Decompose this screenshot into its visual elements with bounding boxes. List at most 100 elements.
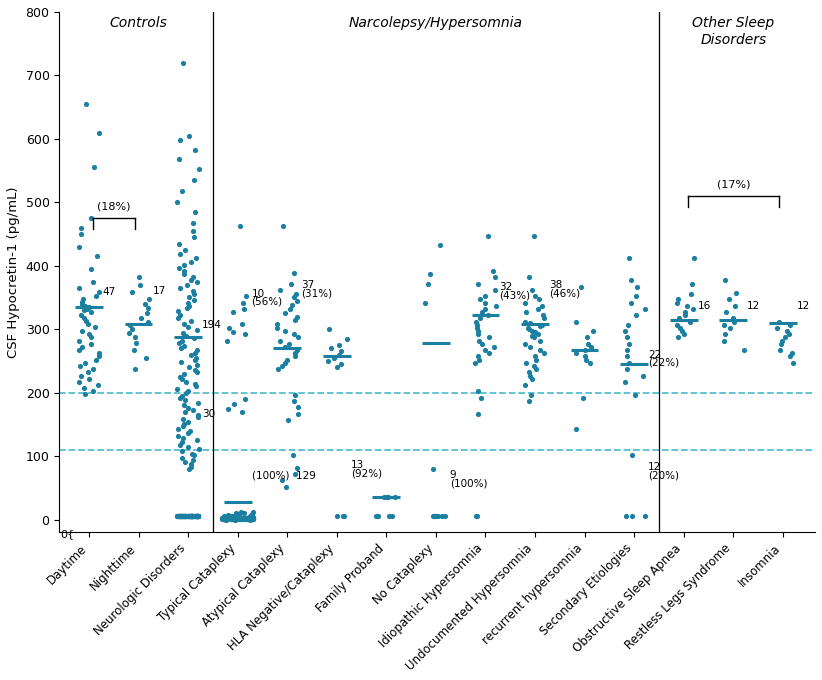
Point (529, 351, 542, 362)
Point (780, 326, 793, 337)
Point (584, 341, 598, 352)
Point (178, 319, 191, 330)
Point (226, 307, 239, 318)
Point (180, 377, 193, 388)
Point (321, 356, 335, 367)
Point (289, 469, 302, 479)
Point (128, 332, 141, 343)
Point (172, 511, 185, 522)
Point (178, 511, 192, 522)
Point (472, 354, 485, 365)
Point (192, 397, 205, 408)
Point (238, 394, 252, 405)
Point (187, 450, 201, 461)
Point (178, 400, 191, 411)
Point (176, 445, 189, 456)
Point (173, 511, 186, 522)
Point (336, 511, 349, 522)
Point (86, 364, 99, 375)
Point (182, 362, 196, 373)
Text: (43%): (43%) (499, 290, 530, 301)
Point (239, 513, 252, 524)
Point (621, 351, 634, 362)
Point (523, 367, 536, 378)
Point (190, 511, 203, 522)
Point (226, 511, 239, 522)
Point (188, 206, 201, 217)
Text: 47: 47 (103, 288, 116, 297)
Point (569, 348, 582, 359)
Point (75, 222, 88, 233)
Point (171, 511, 184, 522)
Point (289, 315, 302, 326)
Point (171, 312, 184, 323)
Point (188, 511, 201, 522)
Point (187, 511, 200, 522)
Point (246, 513, 259, 524)
Point (76, 326, 89, 337)
Point (473, 294, 487, 305)
Point (190, 352, 203, 363)
Point (528, 231, 541, 241)
Point (182, 428, 195, 439)
Point (727, 313, 740, 324)
Point (184, 462, 197, 473)
Point (531, 303, 544, 314)
Point (216, 513, 229, 524)
Point (570, 424, 583, 435)
Point (173, 439, 187, 450)
Point (178, 511, 191, 522)
Point (141, 316, 155, 327)
Point (89, 354, 102, 365)
Point (178, 511, 192, 522)
Point (229, 513, 242, 524)
Point (242, 513, 255, 524)
Point (533, 294, 546, 305)
Point (519, 297, 532, 308)
Point (533, 335, 547, 346)
Point (184, 425, 197, 436)
Point (89, 322, 102, 333)
Point (241, 514, 254, 525)
Point (184, 274, 197, 285)
Point (434, 240, 447, 251)
Point (238, 513, 251, 524)
Point (179, 330, 192, 341)
Point (381, 492, 395, 503)
Point (235, 513, 248, 524)
Point (526, 373, 539, 384)
Point (487, 265, 500, 276)
Point (182, 403, 195, 413)
Point (171, 511, 184, 522)
Point (176, 511, 189, 522)
Point (276, 221, 289, 232)
Point (783, 320, 797, 330)
Point (487, 341, 501, 352)
Point (74, 360, 87, 371)
Point (177, 511, 190, 522)
Point (180, 303, 193, 313)
Point (472, 351, 485, 362)
Point (483, 348, 496, 359)
Point (132, 272, 145, 283)
Point (620, 332, 633, 343)
Point (183, 511, 196, 522)
Point (134, 312, 147, 323)
Point (187, 232, 201, 243)
Point (426, 463, 439, 474)
Point (291, 332, 304, 343)
Point (186, 511, 199, 522)
Point (238, 507, 251, 518)
Point (246, 513, 259, 524)
Point (173, 511, 186, 522)
Point (638, 303, 651, 314)
Point (233, 514, 247, 525)
Point (292, 408, 305, 419)
Point (183, 511, 196, 522)
Point (245, 514, 258, 525)
Point (185, 448, 198, 459)
Point (219, 513, 232, 524)
Point (225, 513, 238, 524)
Point (190, 511, 203, 522)
Point (290, 296, 303, 307)
